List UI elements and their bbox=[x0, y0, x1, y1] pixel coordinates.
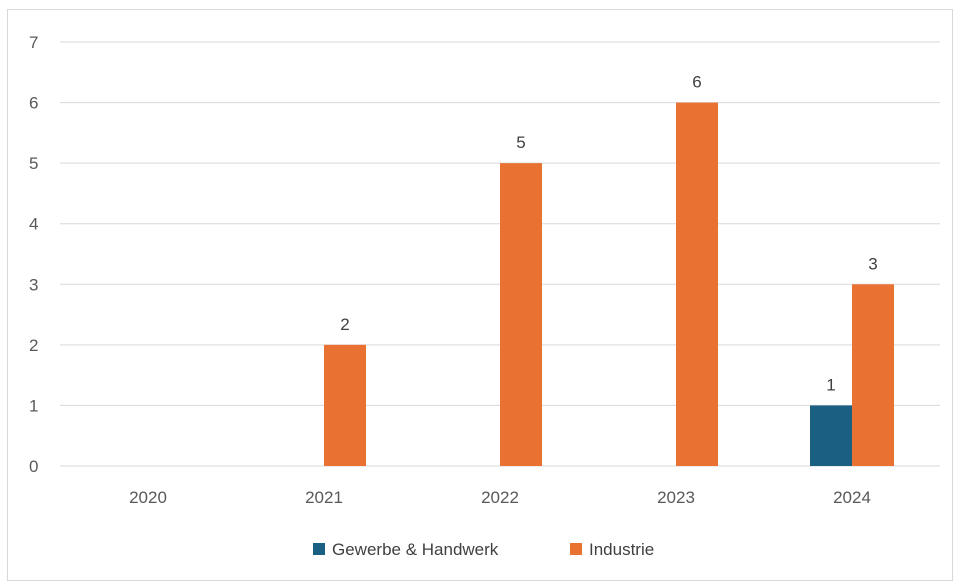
legend-swatch-1 bbox=[570, 543, 582, 555]
legend: Gewerbe & Handwerk Industrie bbox=[313, 540, 654, 559]
data-label-2023-1: 6 bbox=[692, 73, 701, 92]
legend-label-0: Gewerbe & Handwerk bbox=[332, 540, 499, 559]
data-labels: 2 5 6 1 3 bbox=[340, 73, 877, 395]
y-tick-label-0: 0 bbox=[29, 457, 38, 476]
y-tick-label-7: 7 bbox=[29, 33, 38, 52]
bar-industrie-2022 bbox=[500, 163, 542, 466]
x-tick-label-2021: 2021 bbox=[305, 488, 343, 507]
bar-industrie-2021 bbox=[324, 344, 366, 466]
data-label-2024-1: 3 bbox=[868, 254, 877, 273]
bar-gewerbe-handwerk-2024 bbox=[810, 405, 852, 466]
legend-swatch-0 bbox=[313, 543, 325, 555]
y-tick-label-1: 1 bbox=[29, 396, 38, 415]
y-tick-label-4: 4 bbox=[29, 215, 38, 234]
y-tick-label-5: 5 bbox=[29, 154, 38, 173]
legend-label-1: Industrie bbox=[589, 540, 654, 559]
y-tick-label-6: 6 bbox=[29, 94, 38, 113]
y-tick-label-2: 2 bbox=[29, 336, 38, 355]
y-axis-tick-labels: 0 1 2 3 4 5 6 7 bbox=[29, 33, 38, 476]
x-tick-label-2023: 2023 bbox=[657, 488, 695, 507]
data-label-2024-0: 1 bbox=[826, 375, 835, 394]
y-tick-label-3: 3 bbox=[29, 275, 38, 294]
x-tick-label-2024: 2024 bbox=[833, 488, 871, 507]
bar-industrie-2023 bbox=[676, 102, 718, 467]
x-tick-label-2020: 2020 bbox=[129, 488, 167, 507]
chart-frame bbox=[7, 9, 953, 581]
x-axis-tick-labels: 2020 2021 2022 2023 2024 bbox=[129, 488, 871, 507]
data-label-2021-1: 2 bbox=[340, 315, 349, 334]
bars bbox=[324, 102, 894, 467]
bar-industrie-2024 bbox=[852, 284, 894, 466]
data-label-2022-1: 5 bbox=[516, 133, 525, 152]
x-tick-label-2022: 2022 bbox=[481, 488, 519, 507]
